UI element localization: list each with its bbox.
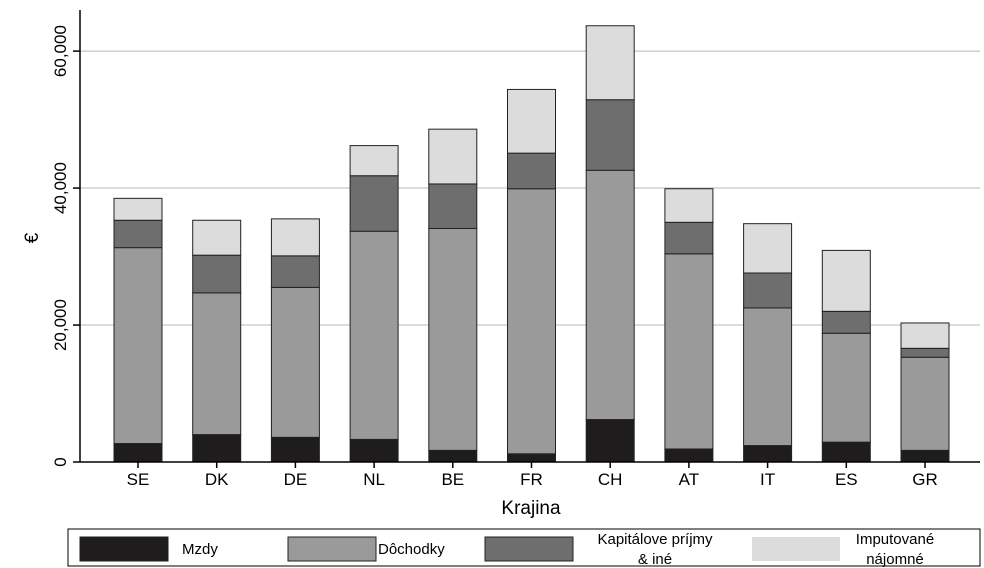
bar-dk-series-0 [192, 434, 242, 463]
legend: Mzdy Dôchodky Kapitálove príjmy & iné Imputo… [67, 528, 981, 568]
x-tick-label-at: AT [679, 470, 699, 489]
x-tick-label-dk: DK [205, 470, 229, 489]
bar-stack-it [743, 223, 793, 463]
bar-be-series-0 [428, 449, 478, 463]
bar-stack-gr [900, 322, 950, 463]
bar-be-series-1 [428, 227, 478, 451]
x-axis-title: Krajina [501, 498, 561, 519]
axes [79, 10, 980, 463]
bar-it-series-2 [743, 272, 793, 309]
bar-be-series-3 [428, 128, 478, 185]
bar-ch-series-1 [585, 169, 635, 421]
bar-ch-series-0 [585, 419, 635, 463]
bar-se-series-0 [113, 443, 163, 463]
bar-ch-series-3 [585, 25, 635, 101]
legend-label-2-line2: & iné [638, 551, 672, 568]
bar-nl-series-0 [349, 438, 399, 463]
bar-es-series-0 [821, 441, 871, 463]
x-tick-label-ch: CH [598, 470, 623, 489]
x-tick-label-gr: GR [912, 470, 938, 489]
y-tick-label-2: 40,000 [51, 162, 70, 214]
bar-it-series-0 [743, 445, 793, 463]
bar-at-series-0 [664, 448, 714, 463]
bar-de-series-3 [270, 218, 320, 257]
bar-dk-series-3 [192, 219, 242, 256]
bar-fr-series-3 [507, 88, 556, 154]
bars [113, 25, 950, 463]
bar-nl-series-2 [349, 175, 399, 232]
legend-label-3-line2: nájomné [866, 551, 924, 568]
legend-swatch-0 [79, 536, 169, 562]
bar-gr-series-1 [900, 356, 950, 451]
bar-se-series-1 [113, 247, 163, 445]
bar-de-series-2 [270, 255, 320, 288]
bar-stack-at [664, 188, 714, 463]
bar-at-series-1 [664, 253, 714, 450]
bar-nl-series-1 [349, 230, 399, 440]
bar-fr-series-2 [507, 152, 556, 190]
y-tick-label-0: 0 [51, 457, 70, 466]
bar-gr-series-2 [900, 347, 950, 358]
bar-stack-nl [349, 145, 399, 463]
legend-label-3-line1: Imputované [856, 531, 934, 548]
legend-swatch-2 [484, 536, 574, 562]
legend-label-0: Mzdy [182, 541, 218, 558]
x-axis-ticks: SE DK DE NL BE FR CH AT IT ES GR [127, 462, 938, 489]
x-tick-label-de: DE [284, 470, 308, 489]
bar-stack-ch [585, 25, 635, 463]
legend-label-1: Dôchodky [378, 541, 445, 558]
legend-label-2-line1: Kapitálove príjmy [597, 531, 713, 548]
legend-swatch-1 [287, 536, 377, 562]
bar-gr-series-0 [900, 449, 950, 463]
bar-it-series-1 [743, 307, 793, 447]
bar-dk-series-2 [192, 254, 242, 294]
bar-stack-de [270, 218, 320, 463]
x-tick-label-se: SE [127, 470, 150, 489]
bar-es-series-1 [821, 332, 871, 443]
bar-stack-dk [192, 219, 242, 463]
x-tick-label-nl: NL [363, 470, 385, 489]
bar-stack-es [821, 249, 871, 463]
bar-be-series-2 [428, 183, 478, 229]
y-tick-label-1: 20,000 [51, 299, 70, 351]
bar-se-series-2 [113, 219, 163, 249]
bar-de-series-0 [270, 436, 320, 463]
bar-es-series-3 [821, 249, 871, 312]
bar-gr-series-3 [900, 322, 950, 349]
bar-de-series-1 [270, 286, 320, 438]
x-tick-label-it: IT [760, 470, 775, 489]
bar-stack-be [428, 128, 478, 463]
x-tick-label-es: ES [835, 470, 858, 489]
bar-stack-fr [507, 88, 556, 463]
bar-it-series-3 [743, 223, 793, 274]
legend-swatch-3 [752, 537, 840, 561]
bar-es-series-2 [821, 310, 871, 334]
x-tick-label-be: BE [441, 470, 464, 489]
bar-at-series-2 [664, 221, 714, 255]
y-axis-title: € [22, 232, 43, 243]
bar-ch-series-2 [585, 99, 635, 171]
bar-nl-series-3 [349, 145, 399, 177]
x-tick-label-fr: FR [520, 470, 543, 489]
bar-fr-series-1 [507, 188, 556, 455]
bar-dk-series-1 [192, 292, 242, 436]
bar-se-series-3 [113, 197, 163, 221]
bar-stack-se [113, 197, 163, 463]
y-tick-label-3: 60,000 [51, 25, 70, 77]
bar-fr-series-0 [507, 453, 556, 463]
y-axis-ticks: 0 20,000 40,000 60,000 [51, 25, 80, 467]
bar-at-series-3 [664, 188, 714, 223]
